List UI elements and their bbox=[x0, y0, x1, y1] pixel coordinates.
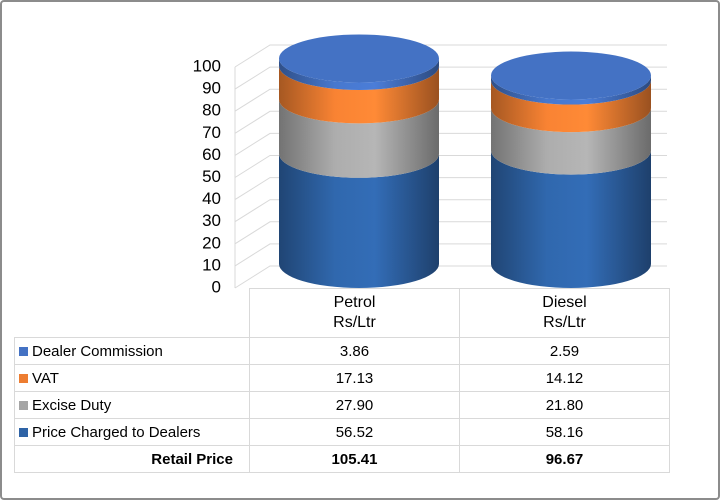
series-row: Excise Duty 27.90 21.80 bbox=[14, 391, 670, 419]
value-label: 56.52 bbox=[249, 418, 460, 446]
cylinder-segment bbox=[279, 99, 439, 178]
total-row: Retail Price 105.41 96.67 bbox=[14, 445, 670, 473]
cylinder-segment bbox=[491, 108, 651, 175]
y-tick-label: 40 bbox=[202, 189, 221, 208]
y-tick-label: 30 bbox=[202, 211, 221, 230]
y-tick-label: 70 bbox=[202, 123, 221, 142]
legend-label: Excise Duty bbox=[32, 396, 112, 414]
data-table: Petrol Rs/Ltr Diesel Rs/Ltr Dealer Commiss… bbox=[14, 288, 670, 473]
cylinder-segment bbox=[279, 58, 439, 90]
y-tick-label: 10 bbox=[202, 255, 221, 274]
y-tick-label: 80 bbox=[202, 101, 221, 120]
legend-key bbox=[19, 400, 28, 410]
value-label: 2.59 bbox=[459, 337, 670, 365]
legend-cell: Price Charged to Dealers bbox=[14, 418, 250, 446]
category-label: Petrol Rs/Ltr bbox=[249, 288, 460, 338]
y-tick-label: 100 bbox=[193, 56, 221, 75]
legend-cell: Excise Duty bbox=[14, 391, 250, 419]
blank-cell bbox=[14, 288, 250, 338]
cylinder-segment bbox=[491, 75, 651, 105]
header-row: Petrol Rs/Ltr Diesel Rs/Ltr bbox=[14, 288, 670, 338]
cylinder-segment bbox=[491, 150, 651, 288]
total-value: 105.41 bbox=[249, 445, 460, 473]
series-row: Dealer Commission 3.86 2.59 bbox=[14, 337, 670, 365]
y-tick-label: 60 bbox=[202, 145, 221, 164]
category-label: Diesel Rs/Ltr bbox=[459, 288, 670, 338]
total-value: 96.67 bbox=[459, 445, 670, 473]
series-row: Price Charged to Dealers 56.52 58.16 bbox=[14, 418, 670, 446]
series-row: VAT 17.13 14.12 bbox=[14, 364, 670, 392]
legend-cell: Dealer Commission bbox=[14, 337, 250, 365]
y-tick-label: 0 bbox=[212, 277, 221, 296]
total-label: Retail Price bbox=[14, 445, 250, 473]
value-label: 17.13 bbox=[249, 364, 460, 392]
value-label: 21.80 bbox=[459, 391, 670, 419]
legend-key bbox=[19, 346, 28, 356]
legend-label: Price Charged to Dealers bbox=[32, 423, 201, 441]
value-label: 3.86 bbox=[249, 337, 460, 365]
legend-key bbox=[19, 373, 28, 383]
grid-line bbox=[234, 44, 667, 68]
value-label: 14.12 bbox=[459, 364, 670, 392]
legend-cell: VAT bbox=[14, 364, 250, 392]
legend-label: VAT bbox=[32, 369, 59, 387]
y-tick-label: 20 bbox=[202, 233, 221, 252]
cylinder-segment bbox=[279, 65, 439, 124]
value-label: 27.90 bbox=[249, 391, 460, 419]
y-tick-label: 90 bbox=[202, 79, 221, 98]
cylinder-top bbox=[491, 51, 651, 100]
y-tick-label: 50 bbox=[202, 167, 221, 186]
legend-label: Dealer Commission bbox=[32, 342, 163, 360]
cylinder-segment bbox=[279, 153, 439, 288]
value-label: 58.16 bbox=[459, 418, 670, 446]
cylinder-segment bbox=[491, 80, 651, 133]
cylinder-top bbox=[279, 34, 439, 83]
legend-key bbox=[19, 427, 28, 437]
